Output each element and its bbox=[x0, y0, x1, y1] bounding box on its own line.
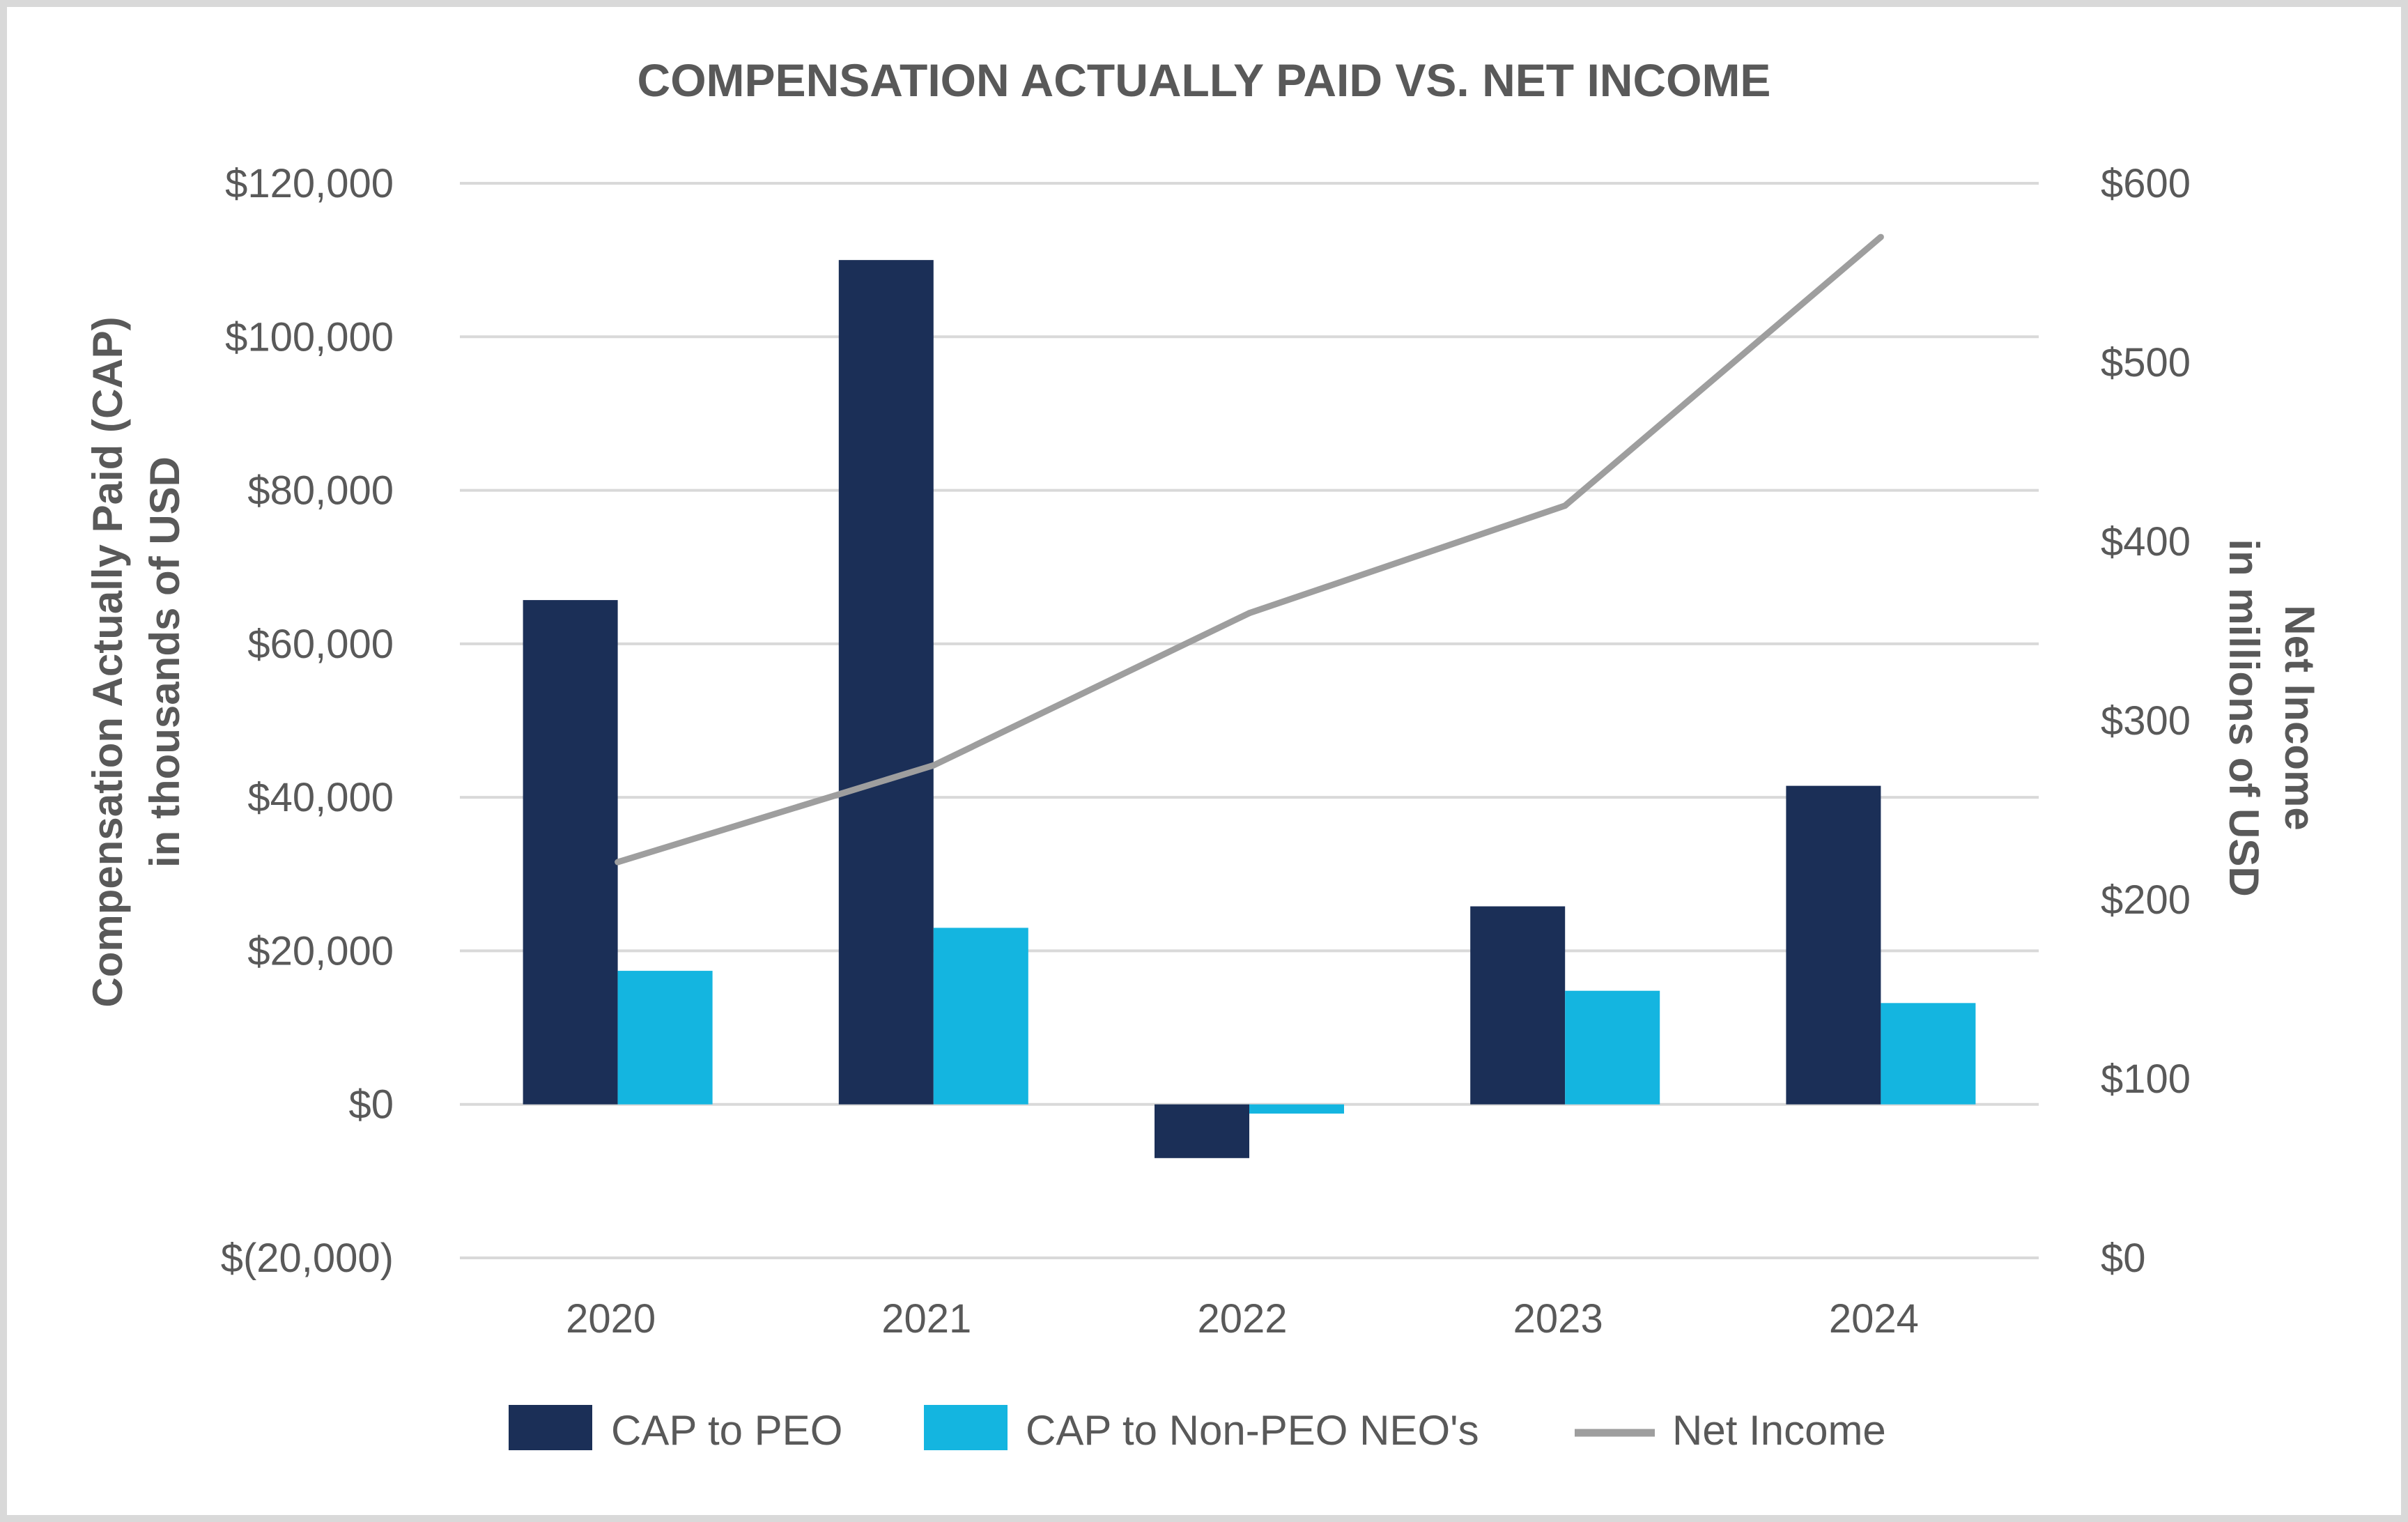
bar-cap-non-peo-2024 bbox=[1881, 1003, 1976, 1105]
right-tick-label: $200 bbox=[2101, 877, 2191, 923]
left-tick-label: $20,000 bbox=[247, 928, 394, 974]
bars bbox=[523, 260, 1976, 1158]
left-axis-title-line1: Compensation Actually Paid (CAP) bbox=[84, 316, 131, 1007]
left-tick-label: $60,000 bbox=[247, 622, 394, 667]
left-axis-ticks: $120,000 $100,000 $80,000 $60,000 $40,000 $20… bbox=[221, 161, 394, 1281]
right-tick-label: $600 bbox=[2101, 161, 2191, 206]
right-tick-label: $300 bbox=[2101, 698, 2191, 744]
net-income-line-layer bbox=[615, 233, 1884, 866]
left-axis-title-line2: in thousands of USD bbox=[141, 456, 188, 868]
right-tick-label: $0 bbox=[2101, 1236, 2146, 1281]
legend: CAP to PEO CAP to Non-PEO NEO's Net Inco… bbox=[509, 1405, 1886, 1454]
net-income-point-2020 bbox=[615, 859, 622, 866]
bar-cap-non-peo-2023 bbox=[1565, 990, 1660, 1105]
x-tick-label: 2020 bbox=[566, 1296, 656, 1342]
left-tick-label: $40,000 bbox=[247, 775, 394, 820]
chart-title: COMPENSATION ACTUALLY PAID VS. NET INCOM… bbox=[638, 54, 1771, 106]
bar-cap-peo-2021 bbox=[838, 260, 934, 1105]
right-axis-title-line1: Net Income bbox=[2276, 605, 2323, 830]
x-tick-label: 2021 bbox=[881, 1296, 971, 1342]
left-tick-label: $100,000 bbox=[225, 314, 394, 360]
right-tick-label: $400 bbox=[2101, 519, 2191, 564]
left-tick-label: $(20,000) bbox=[221, 1236, 394, 1281]
x-tick-label: 2023 bbox=[1513, 1296, 1603, 1342]
bar-cap-peo-2023 bbox=[1470, 906, 1566, 1105]
legend-label-cap-non-peo: CAP to Non-PEO NEO's bbox=[1026, 1407, 1479, 1454]
legend-swatch-cap-peo bbox=[509, 1405, 592, 1450]
x-tick-label: 2022 bbox=[1197, 1296, 1287, 1342]
bar-cap-non-peo-2022 bbox=[1249, 1104, 1344, 1114]
bar-cap-non-peo-2020 bbox=[617, 971, 713, 1105]
x-axis-ticks: 2020 2021 2022 2023 2024 bbox=[566, 1296, 1919, 1342]
right-tick-label: $100 bbox=[2101, 1056, 2191, 1102]
net-income-line bbox=[617, 234, 1883, 866]
left-tick-label: $80,000 bbox=[247, 468, 394, 514]
x-tick-label: 2024 bbox=[1829, 1296, 1919, 1342]
legend-label-net-income: Net Income bbox=[1672, 1407, 1886, 1454]
legend-label-cap-peo: CAP to PEO bbox=[611, 1407, 842, 1454]
left-tick-label: $120,000 bbox=[225, 161, 394, 206]
bar-cap-peo-2024 bbox=[1786, 785, 1881, 1105]
grid-lines bbox=[460, 182, 2039, 1259]
bar-cap-peo-2020 bbox=[523, 600, 618, 1105]
left-tick-label: $0 bbox=[348, 1082, 394, 1128]
right-axis-ticks: $600 $500 $400 $300 $200 $100 $0 bbox=[2101, 161, 2191, 1281]
bar-cap-non-peo-2021 bbox=[933, 928, 1028, 1105]
net-income-point-2024 bbox=[1877, 233, 1884, 240]
net-income-point-2022 bbox=[1246, 610, 1253, 617]
legend-swatch-cap-non-peo bbox=[924, 1405, 1008, 1450]
right-axis-title-line2: in millions of USD bbox=[2221, 539, 2267, 896]
net-income-point-2021 bbox=[930, 762, 937, 769]
net-income-point-2023 bbox=[1561, 502, 1568, 509]
bar-cap-peo-2022 bbox=[1155, 1104, 1249, 1158]
right-tick-label: $500 bbox=[2101, 340, 2191, 385]
